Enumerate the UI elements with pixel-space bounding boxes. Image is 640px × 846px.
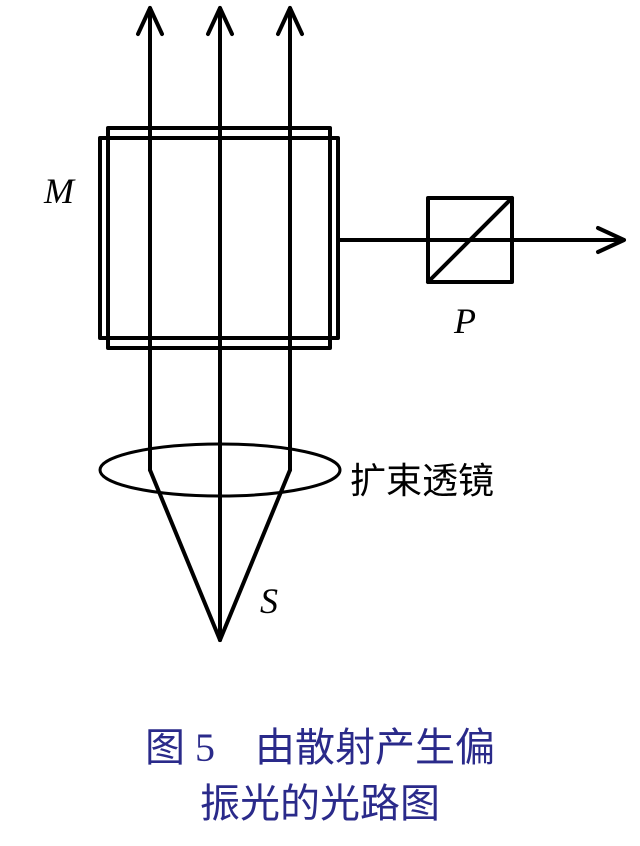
label-S: S bbox=[260, 580, 278, 622]
caption-line-2: 振光的光路图 bbox=[0, 776, 640, 832]
optics-diagram bbox=[0, 0, 640, 700]
label-beam-expander-lens: 扩束透镜 bbox=[350, 452, 494, 504]
figure-caption: 图 5 由散射产生偏 振光的光路图 bbox=[0, 720, 640, 832]
figure-canvas: M P S 扩束透镜 图 5 由散射产生偏 振光的光路图 bbox=[0, 0, 640, 846]
label-M: M bbox=[44, 170, 74, 212]
caption-line-1: 图 5 由散射产生偏 bbox=[0, 720, 640, 776]
label-P: P bbox=[454, 300, 476, 342]
